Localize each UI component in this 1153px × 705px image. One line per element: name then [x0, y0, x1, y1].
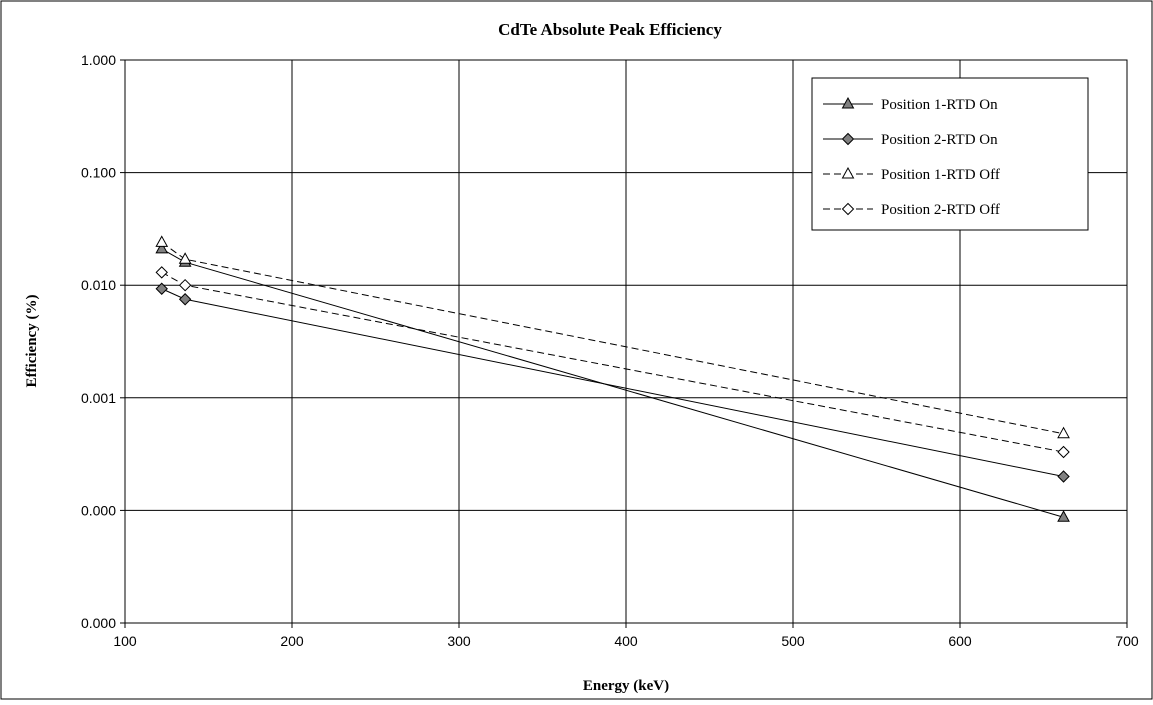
legend-items: Position 1-RTD On Position 2-RTD On Positi…	[823, 96, 1000, 218]
legend-label: Position 2-RTD On	[881, 132, 998, 148]
legend-marker	[841, 96, 855, 109]
x-tick-label: 200	[280, 633, 304, 649]
x-axis-label: Energy (keV)	[583, 678, 669, 694]
legend-label: Position 1-RTD On	[881, 97, 998, 113]
data-point	[1057, 470, 1070, 483]
chart-title: CdTe Absolute Peak Efficiency	[498, 20, 722, 39]
x-tick-label: 700	[1115, 633, 1139, 649]
x-tick-label: 600	[948, 633, 972, 649]
legend-item: Position 1-RTD On	[823, 96, 998, 113]
y-tick-label: 0.100	[81, 165, 116, 181]
legend-marker	[841, 132, 855, 146]
data-point	[178, 252, 192, 264]
data-point	[1057, 426, 1070, 439]
legend-label: Position 2-RTD Off	[881, 202, 1000, 218]
data-point	[1057, 445, 1070, 459]
y-tick-label: 0.000	[81, 615, 116, 631]
series-layer	[155, 235, 1070, 522]
x-tick-label: 400	[614, 633, 638, 649]
data-point	[1057, 510, 1070, 522]
x-tick-label: 300	[447, 633, 471, 649]
legend-box	[811, 77, 1089, 231]
data-point	[155, 235, 169, 247]
legend: Position 1-RTD On Position 2-RTD On Positi…	[811, 77, 1089, 231]
y-tick-label: 1.000	[81, 52, 116, 68]
series-2	[155, 282, 1070, 483]
y-tick-label: 0.001	[81, 390, 116, 406]
legend-item: Position 2-RTD Off	[823, 202, 1000, 218]
ticks-layer: 100 200 300 400 500 600 700 0.000 0.000 0.001 0.01…	[81, 52, 1139, 649]
legend-label: Position 1-RTD Off	[881, 167, 1000, 183]
x-tick-label: 100	[113, 633, 137, 649]
data-point	[155, 266, 168, 279]
y-tick-label: 0.000	[81, 502, 116, 518]
data-point	[178, 293, 192, 306]
data-point	[155, 241, 169, 254]
y-tick-label: 0.010	[81, 277, 116, 293]
data-point	[155, 282, 168, 295]
y-axis-label: Efficiency (%)	[24, 295, 40, 388]
legend-item: Position 1-RTD Off	[823, 166, 1000, 183]
data-point	[178, 278, 192, 292]
legend-marker	[841, 166, 855, 179]
x-tick-label: 500	[781, 633, 805, 649]
legend-item: Position 2-RTD On	[823, 132, 998, 148]
series-3	[155, 235, 1070, 439]
legend-marker	[841, 202, 855, 216]
series-4	[155, 266, 1070, 459]
